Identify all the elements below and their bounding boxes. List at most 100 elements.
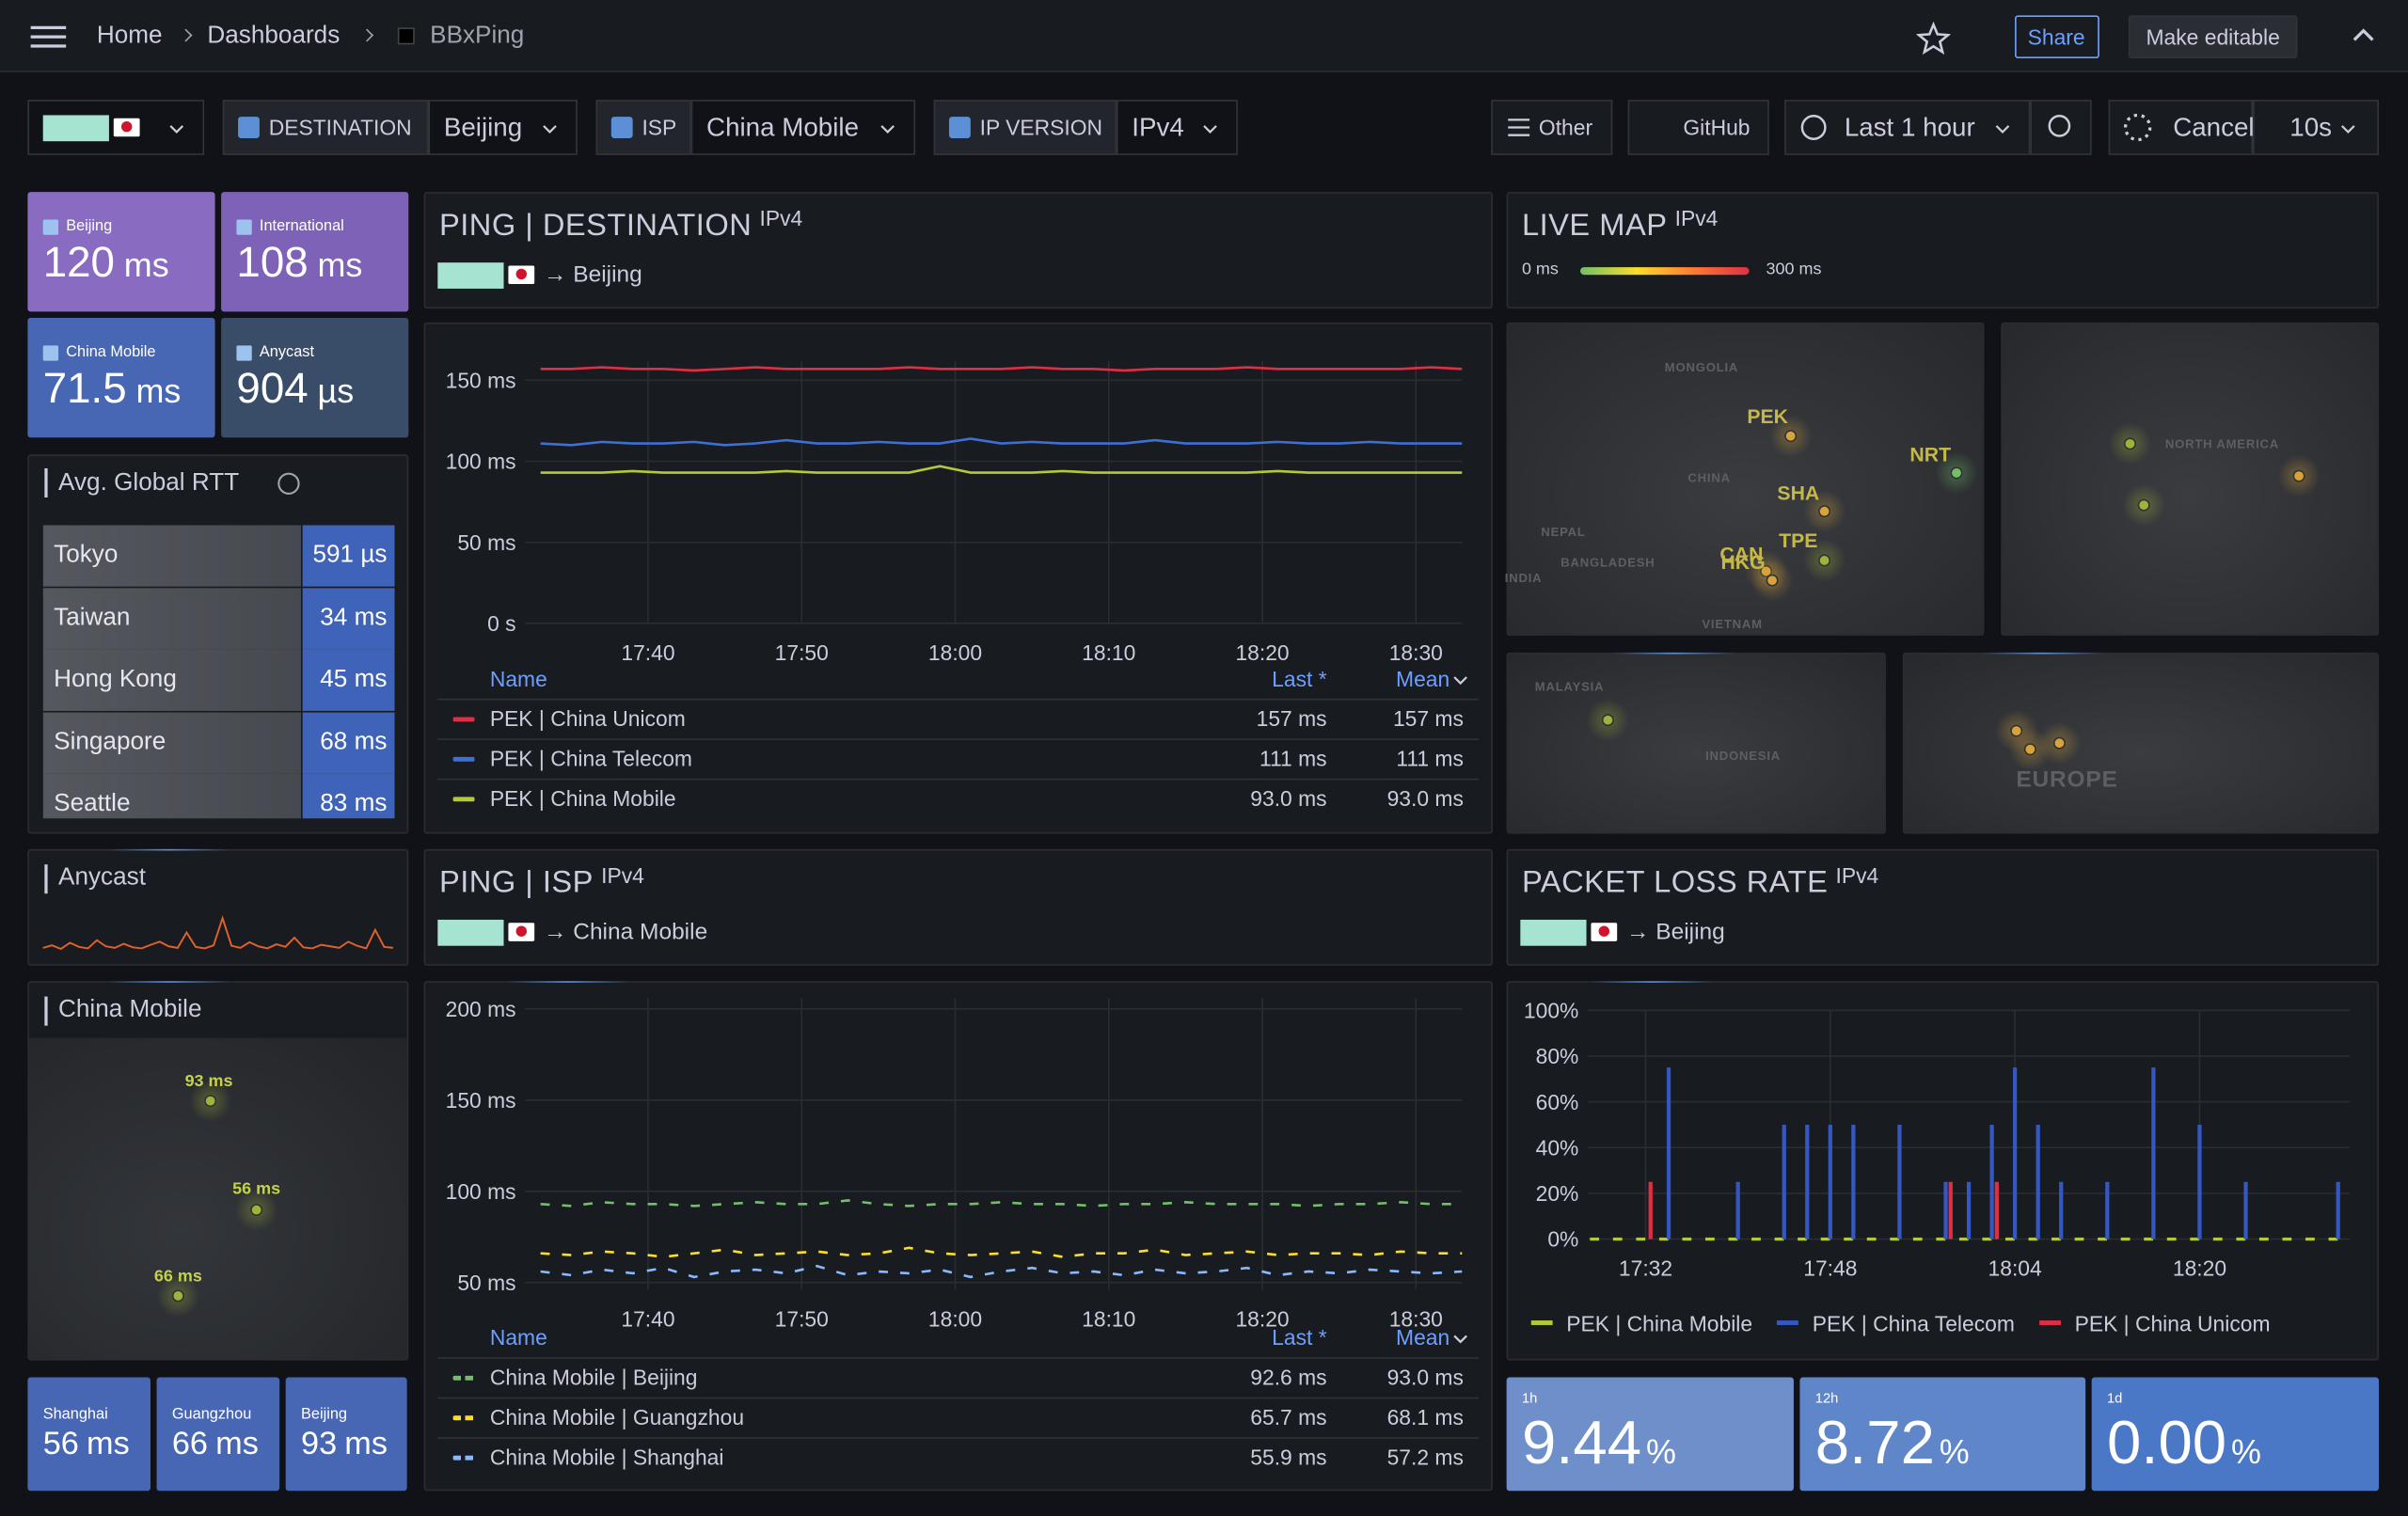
legend-name[interactable]: PEK | China Mobile (1566, 1311, 1753, 1336)
map-point (1601, 714, 1614, 727)
stat-value: 120 (42, 238, 115, 286)
refresh-button[interactable] (2253, 100, 2379, 155)
legend-name[interactable]: China Mobile | Beijing (489, 1365, 698, 1390)
rtt-value: 591 µs (312, 542, 388, 569)
city-stat-tile (27, 1377, 150, 1492)
map-region-label: BANGLADESH (1560, 556, 1656, 570)
legend-name[interactable]: China Mobile | Shanghai (489, 1445, 724, 1470)
map-region-label: INDONESIA (1705, 749, 1782, 764)
route-target: → Beijing (543, 261, 642, 289)
color-swatch (42, 115, 109, 142)
rtt-value-cell (302, 587, 395, 649)
map-point (1766, 574, 1779, 587)
legend-swatch (452, 716, 475, 721)
isp-label: ISP (642, 115, 677, 140)
github-button[interactable] (1627, 100, 1769, 155)
panel-accent (1612, 652, 1735, 655)
rtt-name-cell (42, 587, 301, 649)
airport-label: TPE (1779, 529, 1818, 552)
menu-button[interactable] (30, 25, 67, 48)
stat-unit: % (2231, 1432, 2261, 1472)
map-point (1784, 430, 1798, 443)
ip-version-value: IPv4 (1132, 112, 1184, 143)
legend-name[interactable]: PEK | China Unicom (489, 706, 686, 732)
legend-mean: 93.0 ms (1386, 785, 1464, 812)
ip-version-icon (948, 117, 971, 138)
stat-value: 56 (42, 1426, 79, 1462)
rtt-value: 34 ms (320, 604, 388, 631)
rtt-value-cell (302, 525, 395, 587)
legend-last: 92.6 ms (1250, 1365, 1327, 1390)
legend-name[interactable]: PEK | China Telecom (489, 746, 692, 771)
legend-last: 157 ms (1256, 706, 1327, 732)
stat-unit: ms (135, 371, 182, 410)
legend-name[interactable]: China Mobile | Guangzhou (489, 1404, 745, 1429)
rtt-value: 68 ms (320, 729, 388, 755)
panel-accent (1981, 652, 2104, 655)
star-button[interactable] (1916, 21, 1951, 55)
ip-version-select[interactable] (1116, 100, 1238, 155)
flag-dot (515, 925, 527, 937)
flag-dot (120, 120, 133, 133)
legend-name[interactable]: PEK | China Unicom (2074, 1311, 2271, 1336)
legend-row-divider (437, 1437, 1480, 1439)
stat-value-row: 8.72% (1815, 1413, 1970, 1474)
refresh-label: 10s (2289, 112, 2333, 143)
make-editable-button[interactable] (2128, 15, 2298, 59)
stat-label: Beijing (300, 1406, 348, 1424)
map-point (2137, 498, 2150, 512)
stat-unit: µs (317, 371, 355, 410)
stat-value-row: 0.00% (2107, 1413, 2261, 1474)
legend-name[interactable]: PEK | China Telecom (1812, 1311, 2015, 1336)
title-accent (44, 996, 48, 1026)
share-button[interactable] (2015, 15, 2099, 59)
zoom-out-button[interactable] (2030, 100, 2092, 155)
rtt-name-cell (42, 649, 301, 712)
ping_destination-header (423, 192, 1493, 309)
isp-value: China Mobile (706, 112, 860, 143)
stat-label: 1h (1521, 1390, 1538, 1406)
legend-swatch (452, 756, 475, 761)
rtt-value: 83 ms (320, 791, 388, 818)
rtt-value-cell (302, 774, 395, 819)
legend-last: 93.0 ms (1250, 785, 1327, 812)
stat-tile (27, 317, 215, 438)
map-point-label: 93 ms (184, 1072, 233, 1091)
loss-stat-tile (1506, 1377, 1794, 1492)
breadcrumb-separator (179, 28, 193, 42)
route-target: → China Mobile (543, 919, 708, 945)
stat-label: Shanghai (42, 1406, 108, 1424)
map-point (1818, 505, 1831, 518)
legend-name[interactable]: PEK | China Mobile (489, 785, 676, 812)
title-row: PING | DESTINATION IPv4 (439, 207, 802, 244)
color-swatch (437, 262, 504, 289)
panel-title: LIVE MAP (1521, 209, 1668, 243)
packet-loss-chart-panel (1506, 981, 2379, 1361)
collapse-button[interactable] (2350, 24, 2377, 46)
scale-min: 0 ms (1521, 260, 1559, 279)
legend-swatch (452, 1375, 475, 1380)
breadcrumb-home[interactable]: Home (96, 23, 163, 50)
legend-mean: 57.2 ms (1386, 1445, 1464, 1470)
rtt-city: Singapore (54, 729, 166, 755)
city-stat-tile (285, 1377, 407, 1492)
stat-value: 66 (171, 1426, 208, 1462)
make-editable-label: Make editable (2146, 24, 2280, 50)
isp-select[interactable] (690, 100, 916, 155)
color-swatch (1520, 919, 1587, 946)
stat-value: 0.00 (2106, 1409, 2227, 1477)
map-point (1818, 554, 1831, 567)
panel-tag: IPv4 (759, 205, 803, 230)
stat-label: 1d (2106, 1390, 2123, 1406)
airport-label: CAN (1719, 543, 1764, 566)
stat-tile (221, 317, 409, 438)
share-label: Share (2027, 24, 2085, 50)
breadcrumb-dashboards[interactable]: Dashboards (207, 23, 341, 50)
panel-accent (107, 848, 230, 851)
legend-last: 65.7 ms (1250, 1404, 1327, 1429)
isp-icon (610, 117, 633, 138)
legend-mean: 68.1 ms (1386, 1404, 1464, 1429)
stat-value-row: 56 ms (43, 1428, 130, 1460)
